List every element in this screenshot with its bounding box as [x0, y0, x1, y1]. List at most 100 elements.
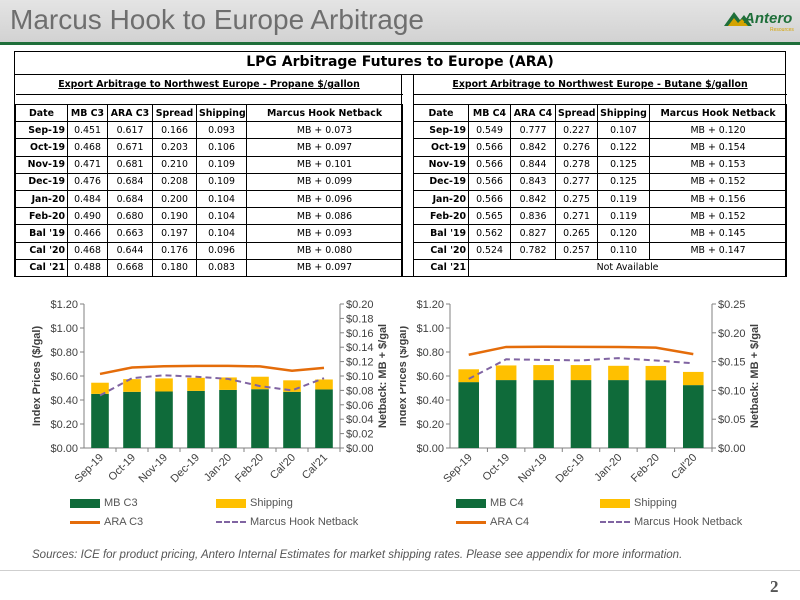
- shipping-bar: [608, 365, 629, 381]
- x-tick-label: Cal'20: [669, 452, 699, 482]
- shipping-bar: [91, 382, 109, 394]
- legend-swatch-icon: [456, 498, 486, 508]
- table-row: Sep-19 0.451 0.617 0.166 0.093 MB + 0.073: [15, 121, 404, 140]
- table-cell: MB + 0.097: [245, 138, 404, 157]
- y2-tick-label: $0.10: [718, 385, 746, 397]
- table-cell: MB + 0.097: [245, 258, 404, 277]
- y2-tick-label: $0.12: [346, 357, 374, 369]
- table-cell: 0.208: [152, 172, 197, 191]
- legend-label: Marcus Hook Netback: [634, 516, 743, 528]
- table-subtitle: Export Arbitrage to Northwest Europe - B…: [413, 75, 787, 95]
- shipping-bar: [645, 365, 667, 381]
- table-cell: MB + 0.145: [648, 224, 788, 243]
- legend-swatch-icon: [600, 498, 630, 508]
- table-row: Cal '21 Not Available: [413, 258, 788, 277]
- mb-bar: [155, 391, 173, 448]
- y-tick-label: $0.60: [50, 371, 78, 383]
- source-note: Sources: ICE for product pricing, Antero…: [32, 549, 683, 561]
- table-title: LPG Arbitrage Futures to Europe (ARA): [246, 54, 554, 70]
- y-tick-label: $0.00: [50, 443, 78, 455]
- logo-subtext: Resources: [770, 27, 794, 33]
- row-label: Cal '21: [15, 258, 68, 277]
- slide-header: [0, 0, 800, 42]
- legend-item: Shipping: [216, 497, 293, 509]
- legend-item: Marcus Hook Netback: [216, 516, 358, 528]
- table-cell: 0.107: [597, 121, 650, 140]
- table-cell: 0.257: [555, 241, 598, 260]
- legend-label: ARA C4: [490, 516, 530, 528]
- row-label: Cal '20: [15, 241, 68, 260]
- x-tick-label: Nov-19: [137, 452, 171, 486]
- table-cell: 0.227: [555, 121, 598, 140]
- table-cell: MB + 0.093: [245, 224, 404, 243]
- mb-bar: [495, 380, 517, 448]
- table-cell: 0.277: [555, 172, 598, 191]
- table-cell: MB + 0.080: [245, 241, 404, 260]
- table-cell: 0.566: [468, 189, 511, 209]
- table-cell: 0.524: [468, 241, 511, 260]
- table-header-row: Date MB C3 ARA C3 Spread Shipping Marcus Hook…: [15, 103, 404, 123]
- y-tick-label: $0.20: [50, 419, 78, 431]
- y2-tick-label: $0.25: [718, 299, 746, 311]
- table-row: Feb-20 0.490 0.680 0.190 0.104 MB + 0.086: [15, 207, 404, 226]
- table-cell: 0.275: [555, 189, 598, 209]
- logo-text: Antero: [744, 10, 793, 27]
- y2-tick-label: $0.00: [718, 443, 746, 455]
- row-label: Bal '19: [15, 224, 68, 243]
- column-header: Marcus Hook Netback: [245, 103, 404, 123]
- table-row: Cal '21 0.488 0.668 0.180 0.083 MB + 0.097: [15, 258, 404, 277]
- y2-tick-label: $0.18: [346, 313, 374, 325]
- shipping-bar: [123, 379, 141, 392]
- table-cell: 0.125: [597, 155, 650, 174]
- row-label: Jan-20: [15, 189, 68, 209]
- x-tick-label: Feb-20: [233, 452, 266, 485]
- legend-item: ARA C3: [70, 516, 143, 528]
- table-row: Nov-19 0.566 0.844 0.278 0.125 MB + 0.153: [413, 155, 788, 174]
- row-label: Oct-19: [15, 138, 68, 157]
- table-row: Cal '20 0.468 0.644 0.176 0.096 MB + 0.080: [15, 241, 404, 260]
- column-header: Date: [413, 103, 469, 123]
- mb-bar: [533, 380, 554, 448]
- y-tick-label: $0.40: [416, 395, 444, 407]
- mb-bar: [570, 380, 592, 448]
- table-header-row: Date MB C4 ARA C4 Spread Shipping Marcus Hook…: [413, 103, 788, 123]
- slide-title: Marcus Hook to Europe Arbitrage: [10, 4, 424, 35]
- y2-tick-label: $0.05: [718, 414, 746, 426]
- y2-tick-label: $0.10: [346, 371, 374, 383]
- table-cell: 0.490: [67, 207, 108, 226]
- y-tick-label: $0.20: [416, 419, 444, 431]
- x-tick-label: Dec-19: [169, 452, 203, 486]
- y2-tick-label: $0.20: [346, 299, 374, 311]
- propane-chart: $0.00 $0.20 $0.40 $0.60 $0.80 $1.00 $1.20 $0.00…: [31, 299, 389, 486]
- mb-bar: [608, 380, 629, 448]
- mb-bar: [187, 390, 205, 448]
- table-cell: 0.200: [152, 189, 197, 209]
- table-cell: 0.565: [468, 207, 511, 226]
- y2-tick-label: $0.14: [346, 342, 374, 354]
- table-cell: 0.096: [196, 241, 247, 260]
- mb-bar: [123, 391, 141, 448]
- table-row: Oct-19 0.566 0.842 0.276 0.122 MB + 0.154: [413, 138, 788, 157]
- y2-tick-label: $0.20: [718, 328, 746, 340]
- table-row: Dec-19 0.566 0.843 0.277 0.125 MB + 0.152: [413, 172, 788, 191]
- y-tick-label: $0.80: [50, 347, 78, 359]
- y-tick-label: $1.20: [50, 299, 78, 311]
- row-label: Feb-20: [413, 207, 469, 226]
- y2-axis-title: Netback: MB + $/gal: [377, 324, 389, 428]
- legend-swatch-icon: [70, 520, 100, 524]
- table-row: Bal '19 0.466 0.663 0.197 0.104 MB + 0.093: [15, 224, 404, 243]
- y2-tick-label: $0.02: [346, 429, 374, 441]
- row-label: Nov-19: [413, 155, 469, 174]
- x-tick-label: Dec-19: [554, 452, 588, 486]
- x-tick-label: Sep-19: [73, 452, 107, 486]
- table-cell: 0.110: [597, 241, 650, 260]
- column-header: Shipping: [597, 103, 650, 123]
- column-header: ARA C4: [510, 103, 556, 123]
- table-cell: 0.109: [196, 172, 247, 191]
- legend-label: ARA C3: [104, 516, 144, 528]
- table-cell: 0.782: [510, 241, 556, 260]
- mb-bar: [283, 391, 301, 448]
- table-cell: 0.468: [67, 241, 108, 260]
- shipping-bar: [283, 380, 301, 392]
- page-number: 2: [770, 577, 779, 596]
